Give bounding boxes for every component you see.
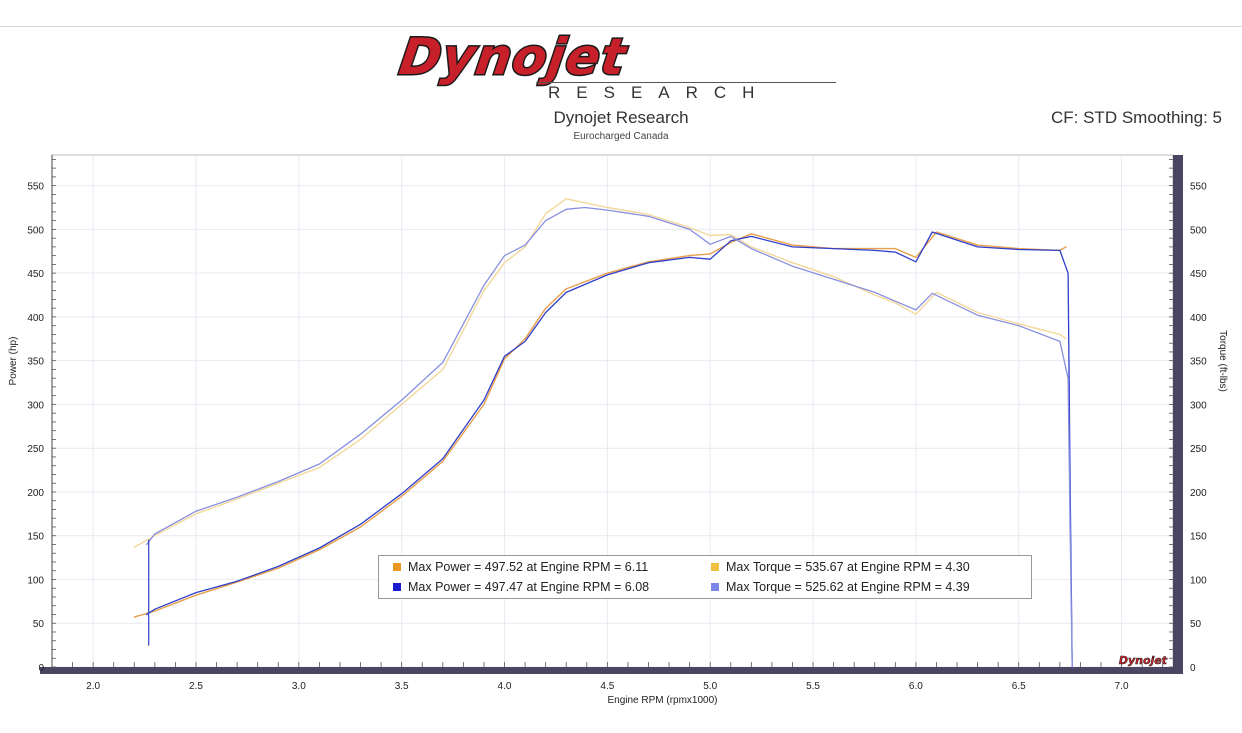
legend-item-run1-power: Max Power = 497.52 at Engine RPM = 6.11	[393, 560, 648, 574]
x-tick-label: 3.5	[395, 681, 409, 692]
y-tick-label-left: 550	[27, 182, 44, 193]
top-divider	[0, 26, 1242, 27]
chart-legend: Max Power = 497.52 at Engine RPM = 6.11 …	[378, 555, 1032, 599]
legend-swatch	[711, 563, 719, 571]
y-tick-label-left: 0	[38, 663, 44, 674]
legend-item-run2-power: Max Power = 497.47 at Engine RPM = 6.08	[393, 580, 649, 594]
chart-subtitle: Eurocharged Canada	[573, 131, 669, 142]
x-tick-label: 2.5	[189, 681, 203, 692]
y-tick-label-left: 100	[27, 575, 44, 586]
y-tick-label-left: 150	[27, 532, 44, 543]
legend-label: Max Power = 497.47 at Engine RPM = 6.08	[408, 580, 650, 594]
y-tick-label-right: 50	[1190, 619, 1202, 630]
x-tick-label: 2.0	[86, 681, 100, 692]
y-tick-label-right: 150	[1190, 532, 1207, 543]
legend-label: Max Torque = 535.67 at Engine RPM = 4.30	[726, 560, 970, 574]
y-tick-label-right: 250	[1190, 444, 1207, 455]
y-tick-label-left: 250	[27, 444, 44, 455]
y-tick-label-right: 350	[1190, 357, 1207, 368]
legend-label: Max Torque = 525.62 at Engine RPM = 4.39	[726, 580, 970, 594]
dynojet-watermark: Dynojet	[1119, 654, 1168, 667]
y-tick-label-right: 400	[1190, 313, 1207, 324]
y-tick-label-right: 200	[1190, 488, 1207, 499]
y-tick-label-right: 450	[1190, 269, 1207, 280]
legend-item-run1-torque: Max Torque = 535.67 at Engine RPM = 4.30	[711, 560, 970, 574]
x-tick-label: 4.0	[498, 681, 512, 692]
bottom-axis-bar	[40, 667, 1183, 674]
legend-swatch	[393, 583, 401, 591]
y-tick-label-right: 0	[1190, 663, 1196, 674]
x-axis-label: Engine RPM (rpmx1000)	[607, 695, 717, 706]
legend-label: Max Power = 497.52 at Engine RPM = 6.11	[408, 560, 649, 574]
y-axis-label-left: Power (hp)	[8, 337, 19, 386]
dynojet-logo: Dynojet RESEARCH	[394, 27, 840, 102]
logo-rule	[536, 82, 836, 83]
y-tick-label-left: 50	[33, 619, 45, 630]
chart-title: Dynojet Research	[553, 108, 689, 127]
series-line-run2_power	[145, 231, 1073, 668]
series-line-run1_power	[133, 231, 1067, 618]
x-tick-label: 6.0	[909, 681, 923, 692]
y-tick-label-right: 550	[1190, 182, 1207, 193]
y-tick-label-right: 500	[1190, 225, 1207, 236]
y-tick-label-right: 300	[1190, 400, 1207, 411]
x-tick-label: 5.5	[806, 681, 820, 692]
y-axis-label-right: Torque (ft-lbs)	[1217, 330, 1228, 392]
x-tick-label: 6.5	[1012, 681, 1026, 692]
y-tick-label-right: 100	[1190, 575, 1207, 586]
x-tick-label: 4.5	[600, 681, 614, 692]
series-line-run1_torque	[133, 198, 1067, 548]
x-tick-label: 7.0	[1115, 681, 1129, 692]
y-tick-label-left: 350	[27, 357, 44, 368]
legend-swatch	[393, 563, 401, 571]
right-axis-bar	[1173, 155, 1183, 673]
series-line-run2_torque	[145, 206, 1073, 668]
y-tick-label-left: 200	[27, 488, 44, 499]
y-tick-label-left: 300	[27, 400, 44, 411]
x-tick-label: 5.0	[703, 681, 717, 692]
y-tick-label-left: 500	[27, 225, 44, 236]
logo-subtext: RESEARCH	[548, 83, 771, 102]
legend-item-run2-torque: Max Torque = 525.62 at Engine RPM = 4.39	[711, 580, 970, 594]
correction-factor-label: CF: STD Smoothing: 5	[1050, 108, 1222, 127]
legend-swatch	[711, 583, 719, 591]
x-tick-label: 3.0	[292, 681, 306, 692]
y-tick-label-left: 450	[27, 269, 44, 280]
y-tick-label-left: 400	[27, 313, 44, 324]
